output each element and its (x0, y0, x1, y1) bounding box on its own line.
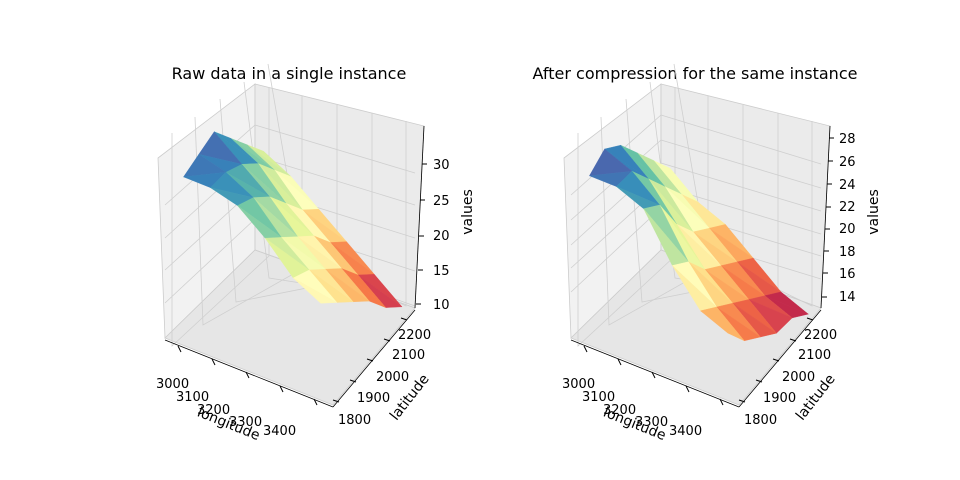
x-tick-label: 3100 (176, 390, 209, 405)
x-tick-label: 3300 (229, 415, 262, 430)
x-ticks: 3000 3100 3200 3300 3400 (562, 345, 724, 439)
chart-title: After compression for the same instance (533, 64, 858, 83)
x-ticks: 3000 3100 3200 3300 3400 (156, 345, 318, 439)
surface-right (589, 144, 809, 342)
z-tick-label: 28 (839, 132, 856, 147)
x-tick-label: 3000 (562, 377, 595, 392)
z-tick-label: 22 (839, 200, 856, 215)
y-tick-label: 2100 (798, 348, 831, 363)
x-tick-label: 3200 (197, 403, 230, 418)
x-tick-label: 3100 (582, 390, 615, 405)
y-tick-label: 1900 (357, 391, 390, 406)
surface-facet (700, 310, 745, 341)
x-tick-label: 3300 (635, 415, 668, 430)
z-tick-label: 15 (433, 264, 450, 279)
y-axis-line (738, 309, 822, 408)
z-tick-label: 14 (839, 290, 856, 305)
z-axis-line (414, 125, 425, 309)
z-ticks: 10 15 20 25 30 (416, 158, 450, 313)
x-tick-label: 3400 (263, 424, 296, 439)
y-tick-label: 1800 (744, 413, 777, 428)
z-tick-label: 10 (433, 298, 450, 313)
z-ticks: 14 16 18 20 22 24 26 28 (822, 132, 856, 305)
z-axis-line (820, 125, 831, 309)
z-tick-label: 16 (839, 267, 856, 282)
x-tick-label: 3000 (156, 377, 189, 392)
y-ticks: 1800 1900 2000 2100 2200 (332, 317, 431, 428)
y-ticks: 1800 1900 2000 2100 2200 (738, 317, 837, 428)
z-tick-label: 20 (433, 229, 450, 244)
y-tick-label: 1900 (763, 391, 796, 406)
y-axis-line (332, 309, 416, 408)
surface-left (183, 131, 403, 308)
z-tick-label: 30 (433, 158, 450, 173)
z-tick-label: 20 (839, 222, 856, 237)
y-tick-label: 2200 (804, 328, 837, 343)
z-axis-label: values (866, 189, 882, 235)
x-axis-line (164, 339, 334, 408)
z-tick-label: 24 (839, 178, 856, 193)
chart-right: After compression for the same instance (533, 63, 882, 444)
y-tick-label: 2000 (782, 370, 815, 385)
z-tick-label: 25 (433, 194, 450, 209)
surface-facet (293, 277, 338, 304)
z-axis-label: values (460, 189, 476, 235)
x-tick-label: 3200 (603, 403, 636, 418)
chart-left: Raw data in a single instance (156, 63, 476, 444)
z-tick-label: 26 (839, 155, 856, 170)
chart-title: Raw data in a single instance (172, 64, 407, 83)
y-tick-label: 2100 (392, 348, 425, 363)
y-tick-label: 2000 (376, 370, 409, 385)
y-tick-label: 1800 (338, 413, 371, 428)
x-tick-label: 3400 (669, 424, 702, 439)
x-axis-line (570, 339, 740, 408)
y-tick-label: 2200 (398, 328, 431, 343)
z-tick-label: 18 (839, 245, 856, 260)
